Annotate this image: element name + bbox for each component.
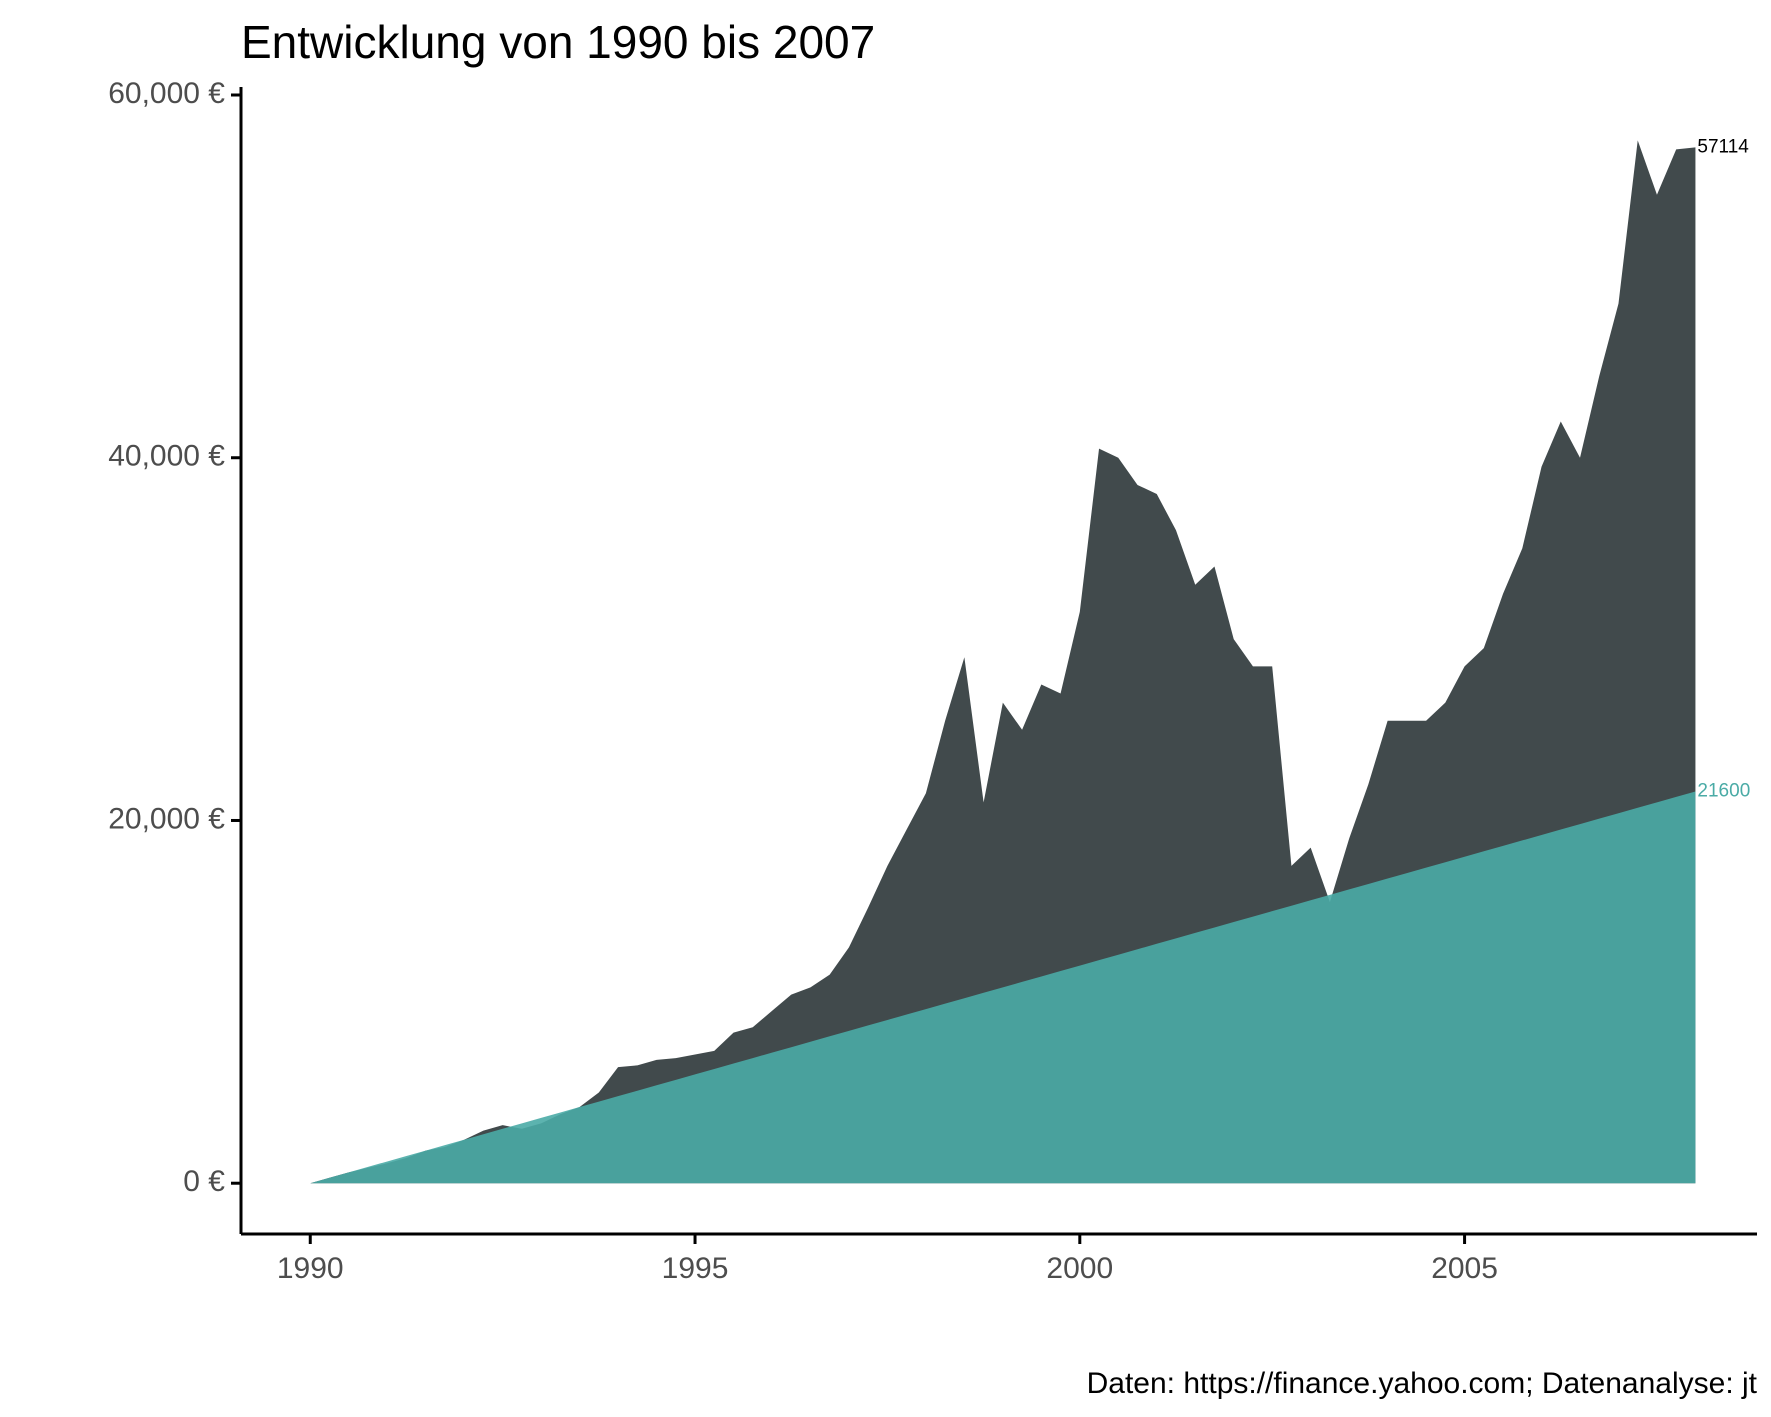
end-label: 57114	[1697, 136, 1749, 157]
y-tick-label: 20,000 €	[108, 802, 225, 835]
end-label: 21600	[1697, 780, 1750, 801]
chart-title: Entwicklung von 1990 bis 2007	[241, 16, 875, 68]
y-tick-label: 40,000 €	[108, 440, 225, 473]
x-tick-label: 2005	[1431, 1252, 1498, 1285]
y-tick-label: 60,000 €	[108, 77, 225, 110]
x-tick-label: 1995	[662, 1252, 729, 1285]
x-tick-label: 2000	[1046, 1252, 1113, 1285]
area	[310, 791, 1696, 1184]
x-tick-label: 1990	[277, 1252, 344, 1285]
y-tick-label: 0 €	[183, 1165, 225, 1198]
caption: Daten: https://finance.yahoo.com; Datena…	[1087, 1367, 1758, 1400]
